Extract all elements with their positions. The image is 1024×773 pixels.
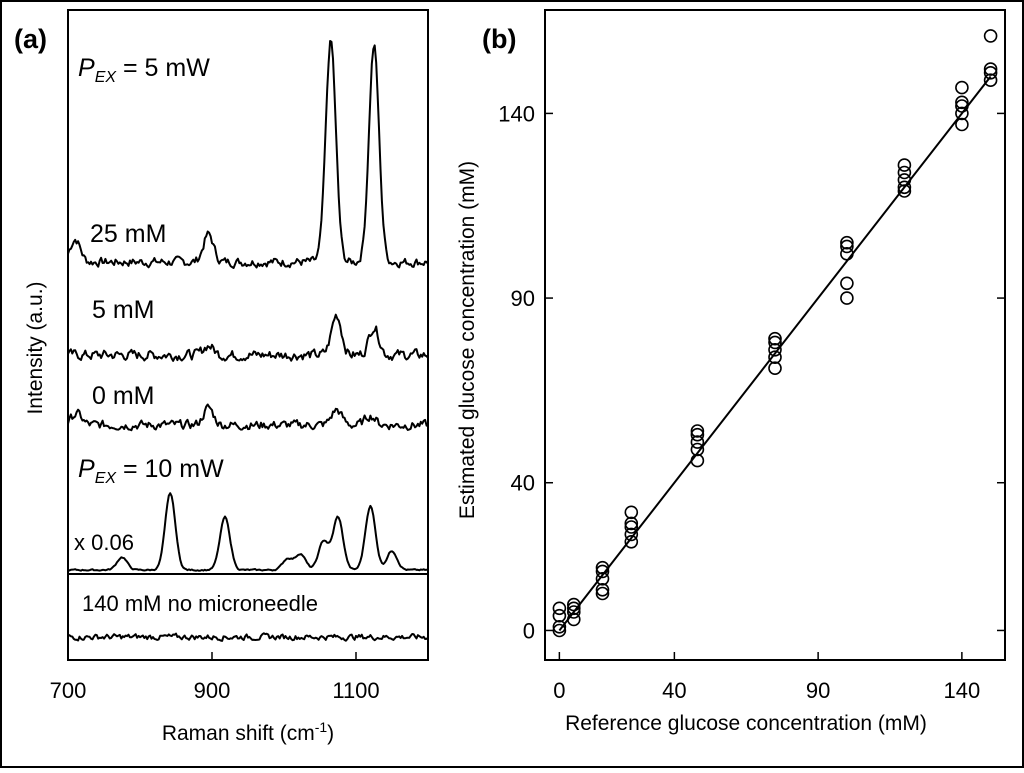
data-point: [768, 335, 782, 350]
scale-factor-label: x 0.06: [74, 530, 134, 555]
data-point: [897, 173, 912, 187]
data-point: [768, 361, 782, 376]
panel-b-x-tick-label: 140: [944, 678, 981, 703]
data-point: [690, 427, 705, 442]
data-point: [955, 106, 969, 121]
spectrum-line: [67, 403, 429, 432]
data-point: [955, 99, 969, 113]
panel-b-x-tick-label: 90: [806, 678, 830, 703]
panel-b-plot-frame: [544, 9, 1006, 661]
data-point: [840, 239, 854, 254]
data-point: [624, 520, 639, 534]
panel-b-y-tick-label: 0: [523, 618, 535, 643]
panel-a-x-tick-label: 700: [50, 678, 87, 703]
data-point: [840, 291, 854, 305]
panel-a-plot-frame: [67, 9, 429, 661]
panel-b: (b) 0 40 90 140 0 40 90 140 Reference glucose c…: [456, 9, 1006, 735]
panel-a-x-axis-title: Raman shift (cm-1): [162, 719, 334, 745]
panel-a-x-ticks: 700 900 1100: [50, 652, 380, 703]
data-point: [983, 62, 998, 76]
panel-b-points: [552, 29, 998, 638]
data-point: [840, 276, 854, 291]
data-point: [768, 350, 782, 365]
spectrum-line: [67, 632, 429, 642]
pex10-label: PEX = 10 mW: [78, 455, 224, 487]
data-point: [552, 623, 567, 638]
data-point: [566, 601, 581, 616]
data-point: [983, 73, 998, 87]
data-point: [595, 564, 610, 579]
data-point: [897, 158, 912, 172]
data-point: [624, 516, 639, 531]
data-point: [955, 80, 969, 95]
data-point: [566, 597, 581, 612]
data-point: [566, 612, 581, 627]
label-25mm: 25 mM: [90, 220, 166, 248]
data-point: [955, 117, 969, 132]
fit-line: [558, 75, 992, 632]
data-point: [768, 331, 782, 346]
data-point: [624, 505, 639, 520]
data-point: [552, 601, 567, 616]
data-point: [840, 235, 854, 250]
data-point: [983, 66, 998, 80]
panel-b-x-axis-title: Reference glucose concentration (mM): [565, 712, 927, 735]
data-point: [897, 180, 912, 195]
panel-a-x-tick-label: 1100: [332, 678, 379, 703]
label-0mm: 0 mM: [92, 382, 155, 410]
panel-a: (a) 700 900 1100 PEX = 5 mW 25 mM 5 mM 0 m…: [14, 9, 429, 745]
panel-a-y-axis-title: Intensity (a.u.): [24, 281, 47, 414]
panel-b-y-axis-title: Estimated glucose concentration (mM): [456, 161, 479, 519]
data-point: [690, 453, 705, 468]
data-point: [897, 165, 912, 180]
pex5-label: PEX = 5 mW: [78, 54, 210, 86]
data-point: [768, 342, 782, 357]
no-microneedle-label: 140 mM no microneedle: [82, 591, 318, 616]
panel-a-x-tick-label: 900: [194, 678, 231, 703]
data-point: [690, 442, 705, 457]
data-point: [566, 605, 581, 619]
data-point: [690, 435, 705, 449]
panel-b-y-tick-label: 140: [498, 101, 535, 126]
panel-b-label: (b): [482, 24, 516, 54]
spectrum-line: [67, 492, 429, 572]
data-point: [897, 184, 912, 198]
panel-b-x-tick-label: 0: [553, 678, 565, 703]
data-point: [840, 247, 854, 261]
panel-b-y-tick-label: 40: [511, 471, 535, 496]
data-point: [595, 586, 610, 601]
data-point: [552, 608, 567, 623]
panel-b-y-tick-label: 90: [511, 286, 535, 311]
data-point: [552, 619, 567, 634]
data-point: [624, 534, 639, 549]
data-point: [595, 582, 610, 597]
data-point: [983, 29, 998, 43]
panel-a-spectra: [67, 40, 429, 642]
panel-a-label: (a): [14, 24, 47, 54]
panel-b-ticks: 0 40 90 140 0 40 90 140: [498, 101, 1005, 703]
data-point: [690, 424, 705, 438]
spectrum-line: [67, 40, 429, 269]
data-point: [595, 571, 610, 586]
data-point: [624, 527, 639, 542]
spectrum-line: [67, 313, 429, 362]
data-point: [595, 560, 610, 575]
label-5mm: 5 mM: [92, 296, 155, 324]
data-point: [955, 95, 969, 110]
panel-b-x-tick-label: 40: [662, 678, 686, 703]
